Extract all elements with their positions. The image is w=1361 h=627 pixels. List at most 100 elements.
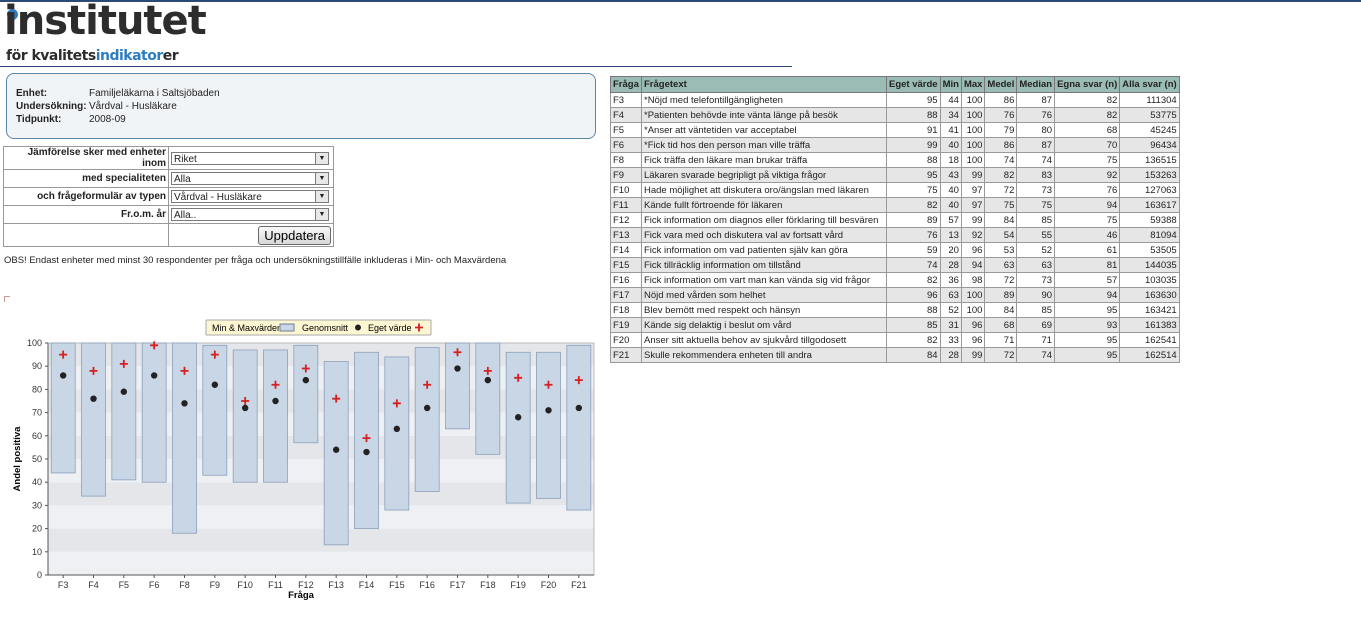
table-cell: 95 [1054, 302, 1121, 318]
table-cell: 69 [1016, 317, 1056, 333]
table-cell: 52 [939, 302, 962, 318]
table-cell: 100 [960, 152, 986, 168]
table-cell: 84 [984, 302, 1018, 318]
table-cell: 75 [1016, 197, 1056, 213]
own-value-F11 [271, 380, 280, 389]
table-cell: 98 [960, 272, 986, 288]
table-cell: 71 [1016, 332, 1056, 348]
mean-point-F8 [181, 400, 188, 407]
table-cell: F15 [610, 257, 642, 273]
form-type-select[interactable]: Vårdval - Husläkare ▼ [171, 190, 329, 203]
table-cell: 96 [960, 332, 986, 348]
y-tick-label: 20 [32, 524, 42, 534]
update-button[interactable]: Uppdatera [258, 225, 331, 245]
own-value-F21 [574, 376, 583, 385]
logo-wordmark: institutet [4, 0, 207, 44]
range-bar-F10 [232, 349, 258, 483]
range-bar-F15 [384, 356, 410, 511]
table-cell: 72 [984, 182, 1018, 198]
table-cell: 63 [939, 287, 962, 303]
own-value-F20 [544, 380, 553, 389]
range-bar-F9 [202, 344, 228, 476]
table-cell: 86 [984, 92, 1018, 108]
x-tick-label: F14 [359, 580, 375, 590]
table-cell: Nöjd med vården som helhet [641, 287, 887, 303]
table-cell: 68 [1054, 122, 1121, 138]
table-cell: 73 [1016, 272, 1056, 288]
table-cell: 40 [939, 182, 962, 198]
table-header-cell: Alla svar (n) [1119, 76, 1180, 93]
mean-point-F15 [393, 425, 401, 433]
table-cell: *Patienten behövde inte vänta länge på b… [641, 107, 887, 123]
table-cell: 28 [939, 347, 962, 363]
table-cell: F18 [610, 302, 642, 318]
table-cell: 89 [984, 287, 1018, 303]
table-cell: 88 [886, 152, 941, 168]
table-cell: 85 [886, 317, 941, 333]
table-cell: 162541 [1119, 332, 1180, 348]
table-cell: 89 [886, 212, 941, 228]
table-cell: 45245 [1119, 122, 1180, 138]
table-cell: 93 [1054, 317, 1121, 333]
y-tick-label: 100 [27, 338, 42, 348]
table-row: F18 Blev bemött med respekt och hänsyn 88 5… [610, 302, 1180, 318]
top-border [0, 0, 1361, 2]
unit-info-box: Enhet: Familjeläkarna i Saltsjöbaden Unde… [6, 73, 596, 139]
table-cell: F8 [610, 152, 642, 168]
table-cell: 99 [960, 347, 986, 363]
table-cell: 127063 [1119, 182, 1180, 198]
table-cell: 88 [886, 107, 941, 123]
range-bar-F18 [475, 342, 501, 455]
table-cell: 57 [939, 212, 962, 228]
table-cell: 82 [886, 197, 941, 213]
table-cell: 53505 [1119, 242, 1180, 258]
chevron-down-icon: ▼ [315, 152, 328, 164]
range-bar-F13 [323, 361, 349, 546]
x-tick-label: F18 [480, 580, 496, 590]
table-row: F6 *Fick tid hos den person man ville trä… [610, 137, 1180, 153]
table-cell: 163630 [1119, 287, 1180, 303]
table-cell: 72 [984, 272, 1018, 288]
table-row: F19 Kände sig delaktig i beslut om vård 85… [610, 317, 1180, 333]
table-cell: 92 [960, 227, 986, 243]
table-cell: 53 [984, 242, 1018, 258]
table-cell: 81 [1054, 257, 1121, 273]
filter-label-specialty: med specialiteten [3, 169, 169, 188]
range-bar-F21 [566, 344, 592, 511]
table-header-cell: Eget värde [886, 76, 941, 93]
table-cell: 73 [1016, 182, 1056, 198]
y-axis-label: Andel positiva [12, 426, 23, 492]
table-cell: 13 [939, 227, 962, 243]
y-tick-label: 10 [32, 547, 42, 557]
range-bar-F4 [81, 342, 106, 497]
table-cell: 40 [939, 197, 962, 213]
table-cell: F17 [610, 287, 642, 303]
chevron-down-icon: ▼ [315, 173, 328, 184]
year-select[interactable]: Alla.. ▼ [171, 208, 329, 221]
table-row: F12 Fick information om diagnos eller för… [610, 212, 1180, 228]
table-cell: 88 [886, 302, 941, 318]
legend-swatch-mean [355, 324, 361, 331]
table-row: F9 Läkaren svarade begripligt på viktiga … [610, 167, 1180, 183]
table-cell: Kände fullt förtroende för läkaren [641, 197, 887, 213]
x-tick-label: F3 [58, 580, 69, 590]
table-cell: 86 [984, 137, 1018, 153]
table-cell: 20 [939, 242, 962, 258]
y-tick-label: 60 [32, 431, 42, 441]
table-row: F10 Hade möjlighet att diskutera oro/ängs… [610, 182, 1180, 198]
table-cell: 44 [939, 92, 962, 108]
scope-select[interactable]: Riket ▼ [171, 151, 329, 165]
range-bar-F20 [536, 351, 561, 499]
table-cell: 28 [939, 257, 962, 273]
table-cell: 80 [1016, 122, 1056, 138]
range-bar-F3 [50, 342, 76, 474]
table-cell: 100 [960, 122, 986, 138]
table-cell: 96434 [1119, 137, 1180, 153]
table-cell: 82 [984, 167, 1018, 183]
x-tick-label: F8 [179, 580, 190, 590]
specialty-select[interactable]: Alla ▼ [171, 172, 329, 185]
x-tick-label: F13 [328, 580, 344, 590]
legend [205, 319, 432, 336]
table-header-cell: Frågetext [641, 76, 887, 93]
x-tick-label: F21 [571, 580, 587, 590]
